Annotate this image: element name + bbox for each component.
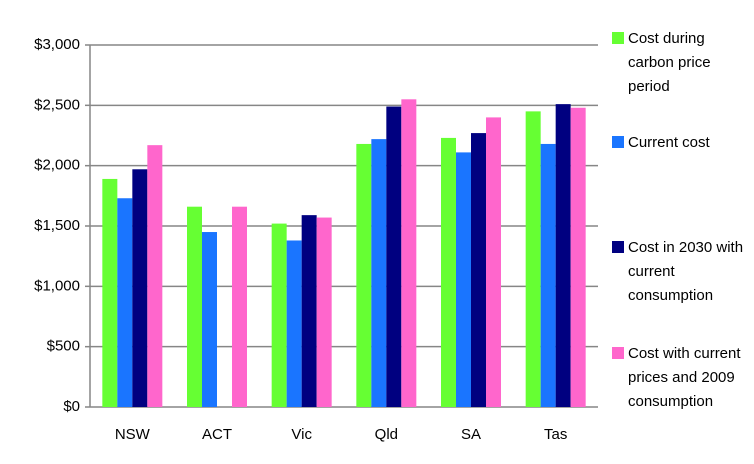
bar xyxy=(102,178,118,407)
legend-label: Current cost xyxy=(628,134,710,151)
bar xyxy=(132,169,148,407)
y-tick-label: $2,000 xyxy=(34,157,80,174)
bar xyxy=(401,99,417,408)
x-tick-label: ACT xyxy=(202,426,232,443)
bar xyxy=(117,198,133,407)
legend-item: Cost in 2030 with current consumption xyxy=(612,236,752,308)
x-tick-label: Tas xyxy=(544,426,567,443)
y-tick-label: $3,000 xyxy=(34,36,80,53)
bar xyxy=(540,143,556,408)
legend-item: Current cost xyxy=(612,131,752,155)
bar xyxy=(187,206,202,407)
bar xyxy=(525,111,541,407)
bar xyxy=(570,107,586,407)
y-tick-label: $500 xyxy=(47,338,80,355)
bar xyxy=(202,232,217,407)
bar xyxy=(471,133,486,407)
bar xyxy=(271,223,287,407)
bar xyxy=(147,145,163,408)
bar xyxy=(301,215,317,407)
legend-item: Cost during carbon price period xyxy=(612,27,752,99)
bar xyxy=(441,137,456,407)
legend-swatch xyxy=(612,32,624,44)
legend-swatch xyxy=(612,136,624,148)
y-tick-label: $1,500 xyxy=(34,217,80,234)
legend-swatch xyxy=(612,241,624,253)
y-tick-label: $0 xyxy=(63,398,80,415)
bar xyxy=(316,217,332,407)
legend-label: Cost during carbon price period xyxy=(628,30,711,95)
x-tick-label: Qld xyxy=(375,426,398,443)
y-tick-label: $2,500 xyxy=(34,96,80,113)
legend-label: Cost in 2030 with current consumption xyxy=(628,239,744,304)
x-tick-label: NSW xyxy=(115,426,151,443)
y-tick-label: $1,000 xyxy=(34,277,80,294)
bar xyxy=(486,117,501,408)
bar xyxy=(386,106,402,407)
legend-label: Cost with current prices and 2009 consum… xyxy=(628,345,741,410)
legend-swatch xyxy=(612,347,624,359)
bar xyxy=(356,143,372,408)
bar xyxy=(232,206,247,407)
bar xyxy=(371,139,387,407)
bar xyxy=(286,240,302,407)
x-tick-label: SA xyxy=(461,426,481,443)
legend-item: Cost with current prices and 2009 consum… xyxy=(612,342,752,414)
x-tick-label: Vic xyxy=(291,426,312,443)
bar xyxy=(555,104,571,408)
bar xyxy=(456,152,471,407)
